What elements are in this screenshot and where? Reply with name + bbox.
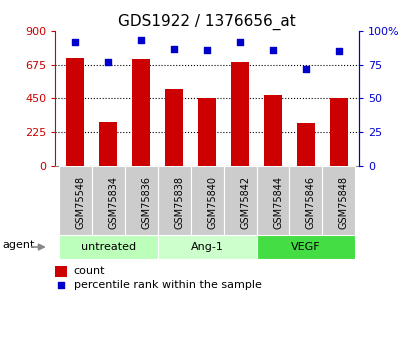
Bar [124, 166, 157, 235]
Bar [58, 166, 91, 235]
Bar [296, 123, 314, 166]
Bar [230, 62, 249, 166]
Point [137, 38, 144, 43]
Text: Ang-1: Ang-1 [190, 242, 223, 252]
Bar [198, 98, 216, 166]
Bar [263, 95, 281, 166]
Point [58, 283, 65, 288]
Text: GSM75846: GSM75846 [305, 176, 315, 229]
Text: GSM75838: GSM75838 [174, 176, 184, 229]
Bar [329, 98, 347, 166]
Text: GSM75842: GSM75842 [239, 176, 249, 229]
Text: GSM75834: GSM75834 [108, 176, 118, 229]
Bar [157, 166, 190, 235]
Point [302, 66, 308, 71]
Point [72, 39, 78, 45]
Point [171, 46, 177, 51]
Bar [164, 89, 183, 166]
Bar [99, 122, 117, 166]
Text: GSM75840: GSM75840 [207, 176, 216, 229]
Title: GDS1922 / 1376656_at: GDS1922 / 1376656_at [118, 13, 295, 30]
Text: GSM75548: GSM75548 [75, 176, 85, 229]
Bar [322, 166, 355, 235]
Text: percentile rank within the sample: percentile rank within the sample [73, 280, 261, 290]
Point [105, 59, 111, 65]
Point [203, 47, 210, 53]
Bar [66, 58, 84, 166]
Bar [256, 166, 289, 235]
Text: untreated: untreated [80, 242, 135, 252]
Bar [289, 166, 322, 235]
Bar [223, 166, 256, 235]
Bar [55, 266, 67, 277]
Bar [132, 59, 150, 166]
Bar [157, 235, 256, 259]
Text: GSM75836: GSM75836 [141, 176, 151, 229]
Text: count: count [73, 266, 105, 276]
Point [269, 47, 276, 53]
Point [236, 39, 243, 45]
Text: GSM75844: GSM75844 [272, 176, 282, 229]
Bar [256, 235, 355, 259]
Bar [190, 166, 223, 235]
Text: GSM75848: GSM75848 [338, 176, 348, 229]
Point [335, 49, 342, 54]
Bar [58, 235, 157, 259]
Bar [91, 166, 124, 235]
Text: agent: agent [3, 239, 35, 249]
Text: VEGF: VEGF [290, 242, 320, 252]
